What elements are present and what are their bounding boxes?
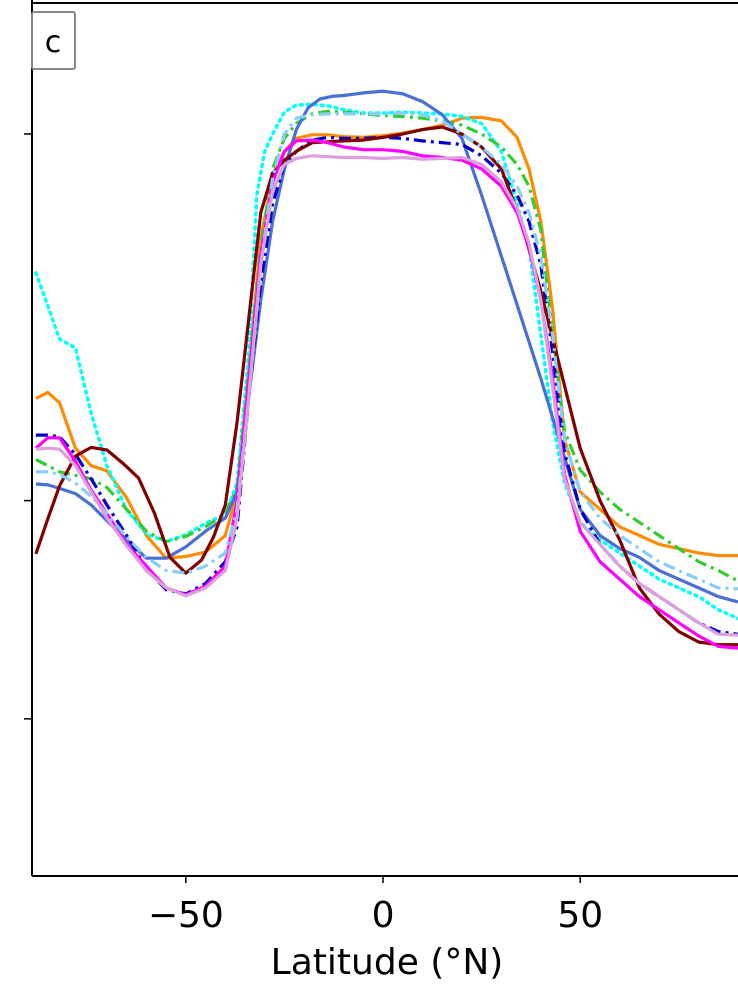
series-line-7	[34, 138, 738, 650]
series-line-2	[34, 102, 738, 621]
panel-label: c	[31, 11, 76, 70]
series-line-1	[35, 115, 738, 560]
series-layer	[34, 89, 738, 650]
panel-label-box	[31, 11, 76, 70]
x-ticks: −50 0 50	[148, 876, 603, 936]
y-ticks	[24, 133, 32, 720]
series-line-6	[34, 125, 738, 647]
series-line-3	[35, 109, 738, 583]
series-line-4	[35, 89, 738, 604]
series-line-9	[35, 154, 738, 637]
x-tick-label: 50	[557, 895, 603, 936]
x-tick-label: 0	[372, 895, 395, 936]
x-tick-label: −50	[148, 895, 224, 936]
x-axis-label: Latitude (°N)	[271, 942, 504, 983]
series-line-8	[35, 111, 738, 591]
panel-label-text: c	[45, 25, 62, 60]
